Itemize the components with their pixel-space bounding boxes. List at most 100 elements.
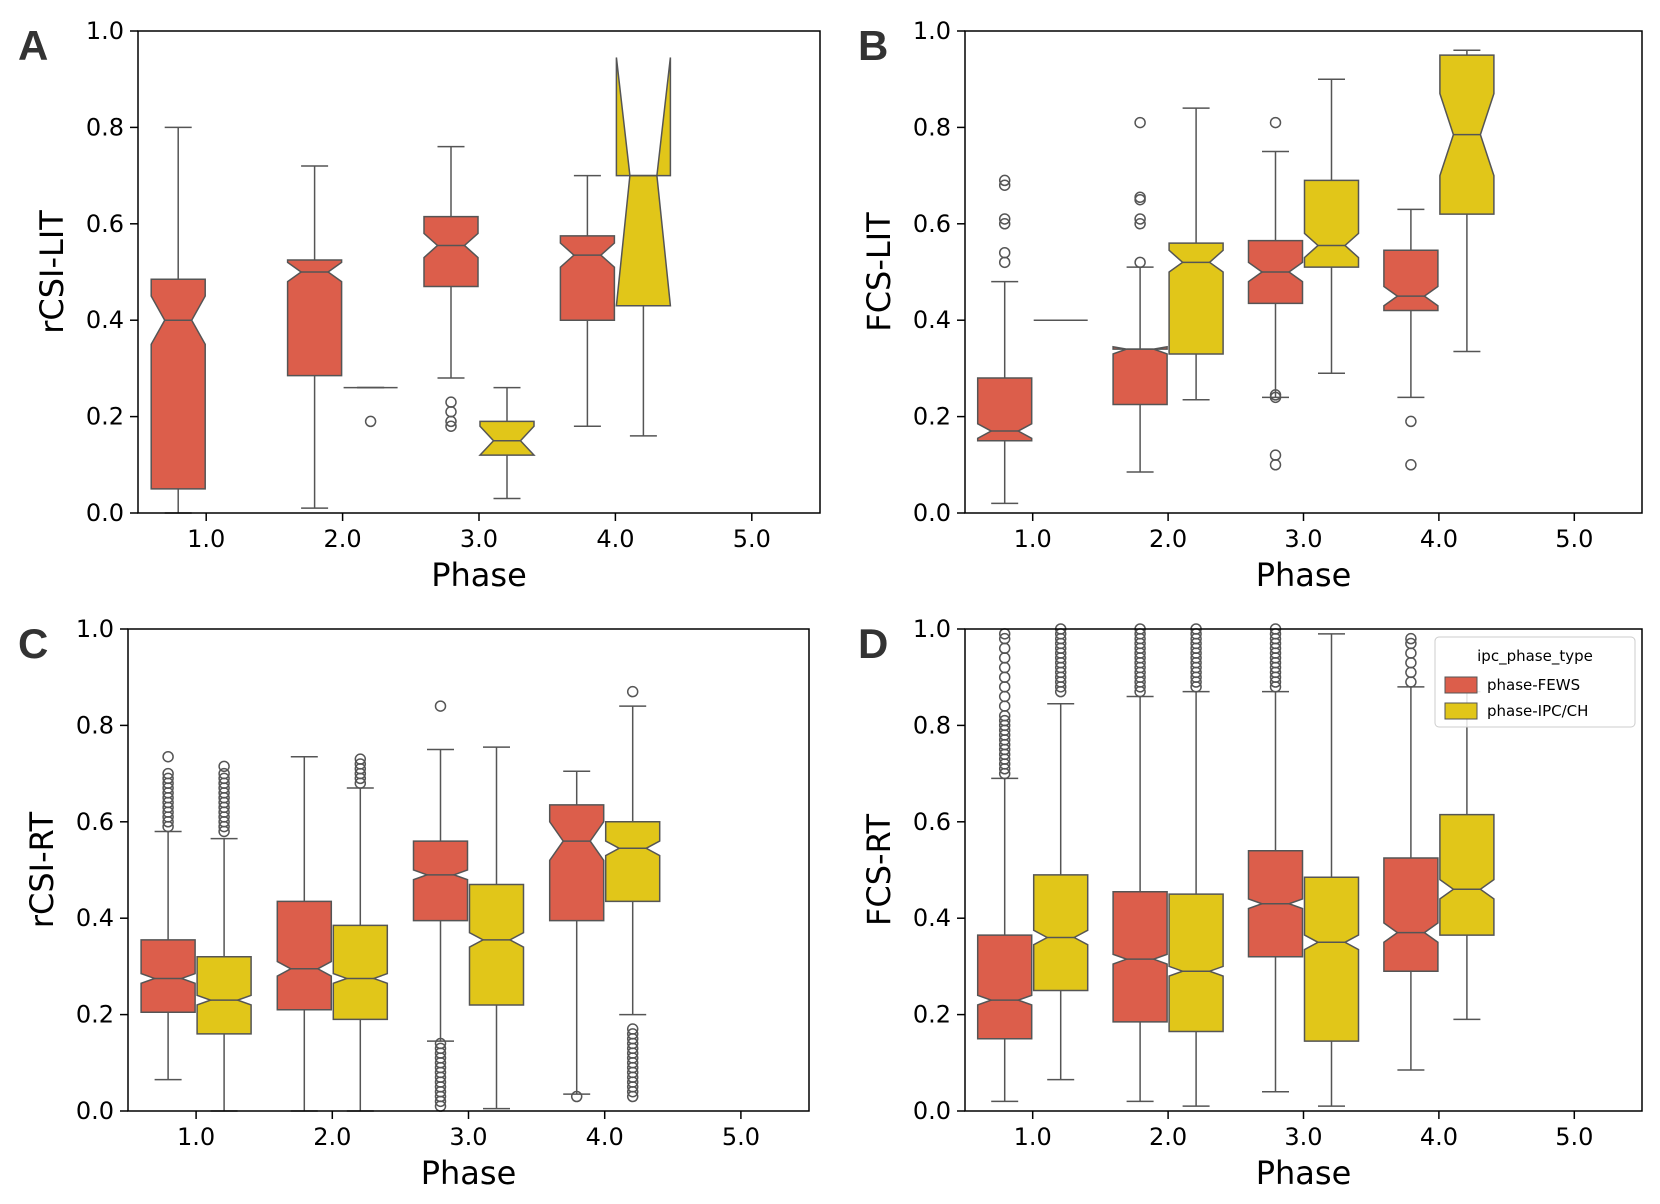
box-phase-IPC/CH-4.0 [1439,690,1495,1021]
outlier-point [998,632,1011,645]
plot-frame [137,30,821,514]
x-axis-title: Phase [1256,556,1352,594]
outlier-point [998,671,1011,683]
outlier-point [998,642,1011,655]
box-phase-IPC/CH-3.0 [1303,633,1360,1107]
x-tick-label: 4.0 [1420,1123,1458,1151]
box-phase-FEWS-2.0 [1112,623,1168,1103]
box-body [276,900,333,1011]
box-body [412,840,469,922]
y-tick-label: 0.0 [86,499,124,527]
outlier-point [162,750,174,763]
outlier-point [1134,116,1146,129]
legend-label: phase-IPC/CH [1487,702,1588,720]
box-phase-FEWS-4.0 [548,770,605,1103]
outlier-point [998,218,1011,230]
y-tick-label: 0.0 [913,499,951,527]
y-tick-label: 0.2 [86,403,124,431]
y-tick-label: 0.8 [913,711,951,739]
y-tick-label: 0.6 [913,210,951,238]
outlier-point [998,174,1011,187]
y-tick-label: 0.8 [76,711,114,739]
box-body [1112,890,1168,1023]
box-phase-IPC/CH-2.0 [1168,107,1224,401]
outlier-point [1134,256,1146,269]
x-axis-title: Phase [431,556,527,594]
outlier-point [445,406,457,418]
x-tick-label: 1.0 [187,525,225,553]
outlier-point [1405,676,1417,688]
outlier-point [1134,193,1146,206]
box-body [604,821,661,903]
panel-B: B 0.0 0.2 0.4 0.6 0.8 1.0 1.0 2.0 3.0 4.0 5.0 Phase F… [858,17,1643,594]
outlier-point [218,760,230,773]
y-tick-label: 0.2 [913,403,951,431]
y-tick-label: 1.0 [76,615,114,643]
box-body [1383,249,1439,312]
box-body [1303,876,1360,1042]
panel-C: C 0.0 0.2 0.4 0.6 0.8 1.0 1.0 2.0 3.0 4.0 5.0 Phase r… [18,615,810,1192]
box-body [1112,345,1168,406]
box-body [332,924,389,1021]
box-body [1032,874,1089,992]
x-tick-label: 1.0 [1014,525,1052,553]
box-body [976,934,1033,1040]
x-tick-label: 2.0 [1149,525,1187,553]
outlier-point [626,1028,639,1040]
outlier-point [998,652,1011,664]
box-body [286,259,343,377]
box-body [478,420,536,456]
outlier-point [162,767,174,780]
outlier-point [354,758,367,770]
panel-letter-D: D [858,620,888,667]
legend-label: phase-FEWS [1487,676,1580,694]
y-tick-label: 1.0 [913,615,951,643]
outlier-point [445,420,457,432]
box-phase-FEWS-1.0 [976,174,1033,505]
outlier-point [1405,459,1417,471]
box-phase-FEWS-3.0 [423,145,479,432]
x-tick-label: 1.0 [177,1123,215,1151]
plot-frame [964,30,1643,514]
y-tick-label: 0.0 [76,1097,114,1125]
box-phase-IPC/CH-2.0 [343,386,398,428]
box-phase-FEWS-3.0 [412,700,469,1112]
y-tick-label: 0.8 [913,113,951,141]
outlier-point [1405,647,1417,659]
y-tick-label: 0.8 [86,113,124,141]
box-body [140,939,196,1013]
outlier-point [626,685,639,698]
outlier-point [434,1037,447,1050]
x-tick-label: 5.0 [1555,525,1593,553]
y-tick-label: 0.2 [913,1001,951,1029]
outlier-point [162,772,174,785]
box-phase-IPC/CH-1.0 [1032,623,1089,1081]
y-tick-label: 0.4 [913,904,951,932]
box-body [1383,857,1439,972]
plot-frame [127,628,810,1112]
x-tick-label: 5.0 [733,525,771,553]
outlier-point [1269,449,1282,461]
outlier-point [1405,666,1417,679]
y-tick-label: 0.4 [76,904,114,932]
panel-letter-A: A [18,22,48,69]
box-body [150,278,206,490]
outlier-point [1405,637,1417,650]
panel-D: D 0.0 0.2 0.4 0.6 0.8 1.0 1.0 2.0 3.0 4.0 5.0 Phase F… [858,615,1643,1192]
box-phase-FEWS-2.0 [276,755,333,1112]
outlier-point [998,661,1011,674]
outlier-point [1269,459,1282,471]
box-phase-FEWS-4.0 [1383,632,1439,1071]
outlier-point [1405,415,1417,428]
legend-swatch [1444,676,1478,694]
x-tick-label: 2.0 [324,525,362,553]
outlier-point [218,767,230,780]
box-phase-FEWS-1.0 [140,750,196,1081]
y-tick-label: 0.0 [913,1097,951,1125]
box-phase-IPC/CH-3.0 [478,386,536,500]
legend: ipc_phase_type phase-FEWS phase-IPC/CH [1434,636,1636,728]
y-tick-label: 1.0 [913,17,951,45]
x-tick-label: 3.0 [1284,525,1322,553]
panel-letter-B: B [858,22,888,69]
